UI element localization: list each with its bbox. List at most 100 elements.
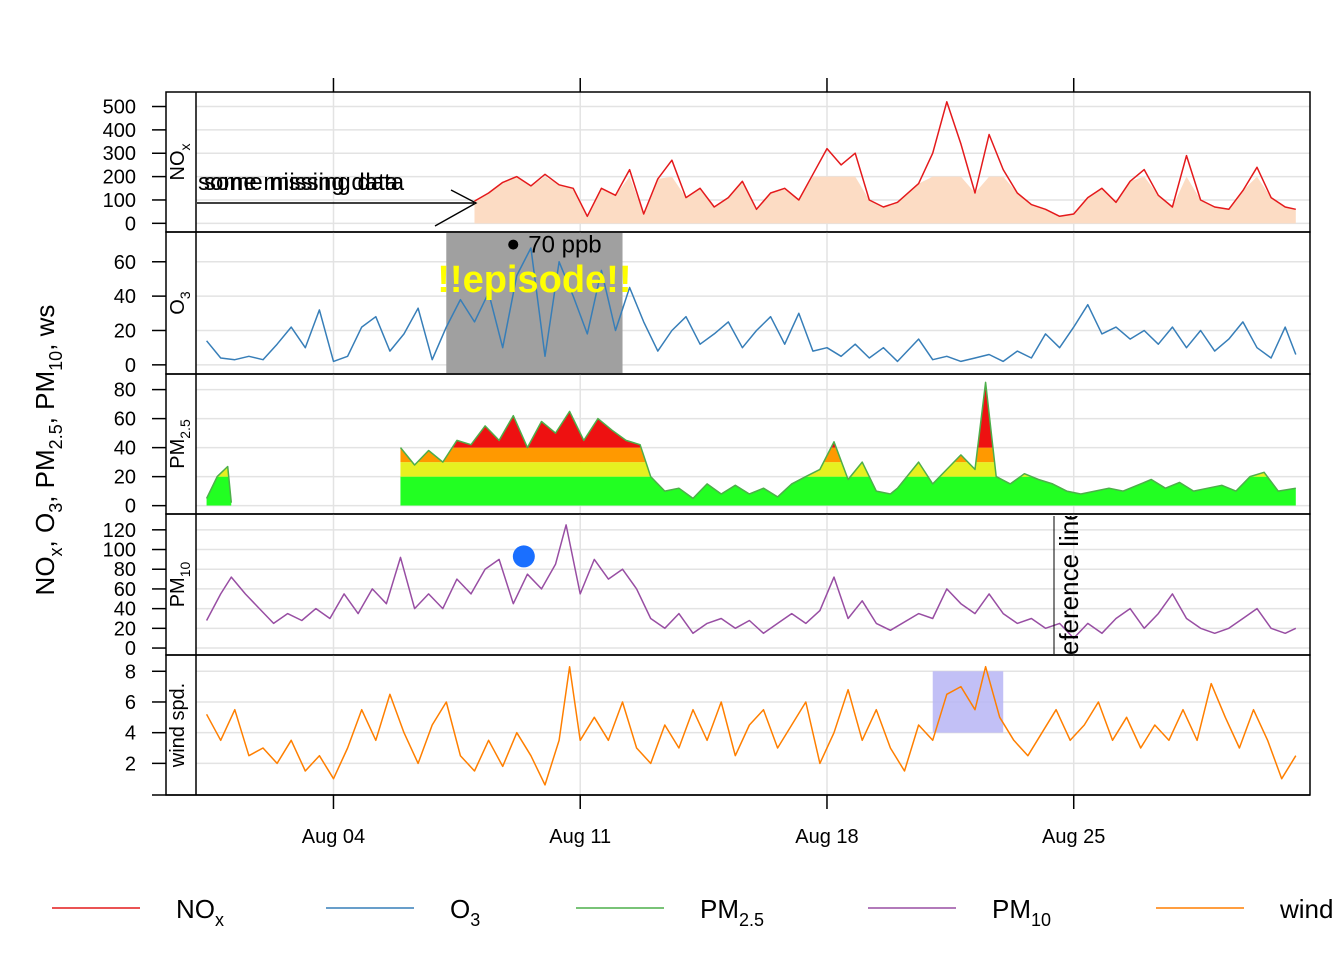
strip-label-main: PM [167, 439, 189, 469]
ppb-point [508, 239, 519, 250]
missing-data-label-overlap: some missing data [204, 169, 405, 196]
y-axis-label: NOx, O3, PM2.5, PM10, ws [30, 305, 66, 596]
y-tick-label: 0 [125, 213, 136, 235]
y-axis-label-part: , O [30, 513, 60, 548]
y-tick-label: 60 [114, 579, 136, 601]
y-axis-title: NOx, O3, PM2.5, PM10, ws [30, 305, 66, 596]
legend-label-sub: 3 [470, 910, 480, 930]
legend-label-nox: NOx [176, 894, 224, 930]
legend-label-main: wind [1279, 894, 1333, 924]
strip-label-o3: O3 [167, 291, 193, 315]
strip-label-pm10: PM10 [167, 562, 193, 608]
missing-data-label: some missing data [198, 169, 399, 196]
pm25-band [206, 382, 1296, 448]
strip-label-sub: 2.5 [177, 419, 193, 439]
y-axis-label-part: , PM [30, 449, 60, 502]
strip-label-pm25: PM2.5 [167, 419, 193, 469]
strip-label-main: wind spd. [167, 683, 189, 769]
strip-label-main: NO [167, 151, 189, 181]
pm25-band [206, 462, 1296, 477]
y-axis-label-part: , ws [30, 305, 60, 351]
y-tick-label: 2 [125, 753, 136, 775]
strip-label-sub: 10 [177, 562, 193, 578]
y-tick-label: 60 [114, 409, 136, 431]
reference-line-label: reference line [1054, 506, 1084, 664]
series-line-pm10 [205, 524, 1297, 639]
y-tick-label: 40 [114, 438, 136, 460]
legend-label-main: NO [176, 894, 215, 924]
reference-group: reference line [1053, 506, 1084, 664]
y-tick-label: 200 [103, 167, 136, 189]
legend-label-pm25: PM2.5 [700, 894, 764, 930]
y-tick-label: 40 [114, 286, 136, 308]
y-tick-label: 8 [125, 661, 136, 683]
y-tick-label: 0 [125, 496, 136, 518]
y-axis-label-part: , PM [30, 371, 60, 424]
pm25-band [206, 476, 1296, 506]
panel-ws: wind spd. 2 4 6 8 [125, 654, 1311, 796]
x-tick-label: Aug 25 [1042, 826, 1105, 848]
legend-label-o3: O3 [450, 894, 480, 930]
pm10-marker [512, 545, 535, 568]
y-tick-label: 120 [103, 520, 136, 542]
x-tick-label: Aug 11 [549, 826, 611, 848]
legend-label-sub: 10 [1031, 910, 1051, 930]
y-tick-label: 300 [103, 143, 136, 165]
y-tick-label: 80 [114, 559, 136, 581]
panel-frame [165, 654, 1311, 796]
y-tick-label: 6 [125, 692, 136, 714]
strip-label-main: O [167, 299, 189, 315]
y-tick-label: 40 [114, 599, 136, 621]
panel-o3: O3 0 20 40 60 [114, 231, 1311, 377]
y-tick-label: 400 [103, 120, 136, 142]
y-tick-label: 20 [114, 467, 136, 489]
legend-label-main: O [450, 894, 470, 924]
legend-label-sub: 2.5 [739, 910, 764, 930]
legend-label-ws: wind [1279, 894, 1333, 924]
y-axis-label-sub: 3 [46, 503, 66, 513]
y-tick-label: 100 [103, 540, 136, 562]
episode-label: !!episode!! [437, 259, 631, 301]
series-line-ws [205, 665, 1297, 786]
x-tick-label: Aug 04 [302, 826, 365, 848]
pm25-bands [206, 382, 1296, 506]
legend: NOx O3 PM2.5 PM10 wind [52, 894, 1333, 930]
arrow-head [434, 189, 478, 227]
legend-label-main: PM [992, 894, 1031, 924]
strip-label-main: PM [167, 577, 189, 607]
episode-shade [446, 233, 623, 373]
y-axis-label-sub: 2.5 [46, 424, 66, 449]
series-line-o3 [206, 247, 1297, 363]
panel-pm25: PM2.5 0 20 40 60 80 [114, 373, 1311, 518]
series-line-pm25 [205, 465, 233, 503]
panel-frame [165, 231, 1311, 375]
y-tick-label: 0 [125, 355, 136, 377]
pm25-band [206, 447, 1296, 463]
y-tick-label: 0 [125, 638, 136, 660]
y-tick-label: 4 [125, 723, 136, 745]
y-axis-label-sub: x [46, 547, 66, 556]
panels: NOx0100200300400500O30204060PM2.50204060… [103, 91, 1311, 796]
y-tick-label: 80 [114, 380, 136, 402]
x-tick-label: Aug 18 [795, 826, 858, 848]
panel-frame [165, 513, 1311, 656]
ppb-label: 70 ppb [528, 232, 601, 259]
legend-label-pm10: PM10 [992, 894, 1051, 930]
legend-label-sub: x [215, 910, 224, 930]
y-tick-label: 500 [103, 97, 136, 119]
strip-label-sub: 3 [177, 291, 193, 299]
highlight-box [932, 671, 1004, 733]
y-tick-label: 20 [114, 320, 136, 342]
strip-label-sub: x [177, 144, 193, 151]
y-tick-label: 60 [114, 252, 136, 274]
strip-label-nox: NOx [167, 144, 193, 181]
y-tick-label: 100 [103, 190, 136, 212]
y-axis-label-sub: 10 [46, 351, 66, 371]
y-tick-label: 20 [114, 618, 136, 640]
x-axis: Aug 04 Aug 11 Aug 18 Aug 25 [152, 78, 1310, 848]
nox-area [474, 176, 1296, 224]
